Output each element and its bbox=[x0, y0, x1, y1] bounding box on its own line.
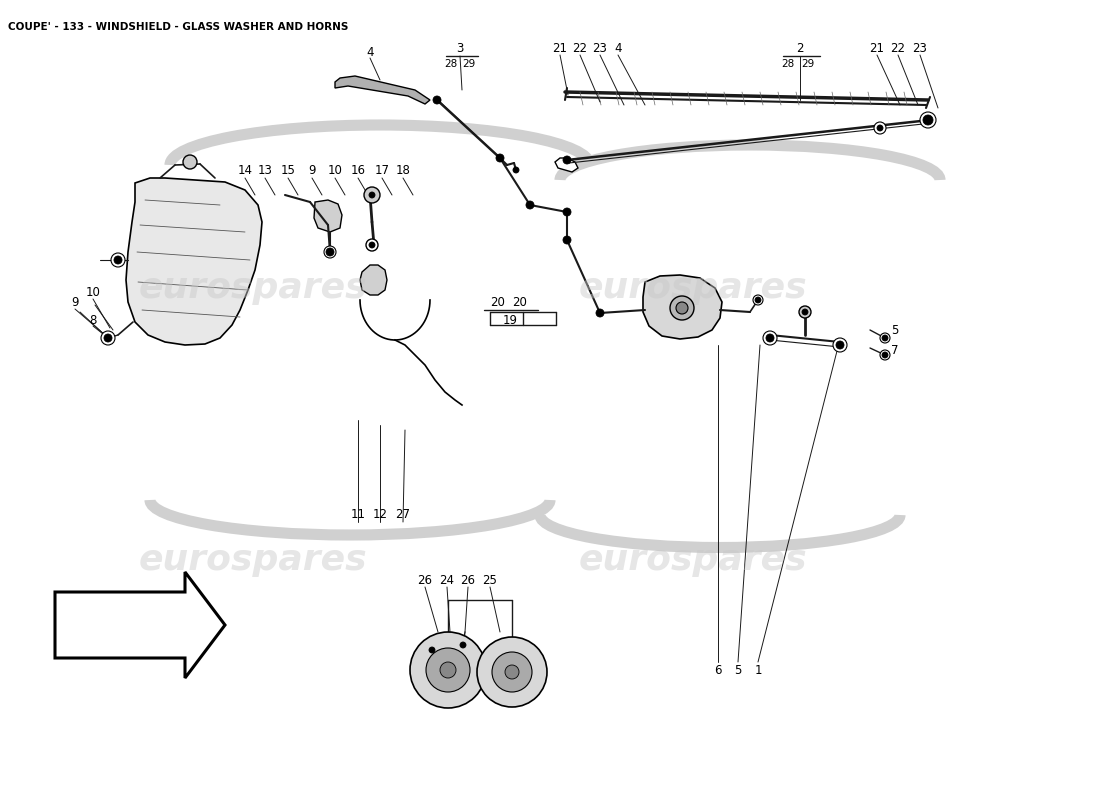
Circle shape bbox=[433, 96, 441, 104]
Text: 5: 5 bbox=[735, 663, 741, 677]
Circle shape bbox=[670, 296, 694, 320]
Circle shape bbox=[763, 331, 777, 345]
Circle shape bbox=[882, 352, 888, 358]
Text: 9: 9 bbox=[308, 163, 316, 177]
Circle shape bbox=[440, 662, 456, 678]
Text: 26: 26 bbox=[461, 574, 475, 586]
Polygon shape bbox=[644, 275, 722, 339]
Text: 4: 4 bbox=[614, 42, 622, 54]
Circle shape bbox=[526, 201, 534, 209]
Circle shape bbox=[324, 246, 336, 258]
Text: 28: 28 bbox=[781, 59, 794, 69]
Circle shape bbox=[366, 239, 378, 251]
Text: 15: 15 bbox=[280, 163, 296, 177]
Circle shape bbox=[101, 331, 116, 345]
Text: 22: 22 bbox=[891, 42, 905, 54]
Text: 29: 29 bbox=[462, 59, 475, 69]
Text: 23: 23 bbox=[913, 42, 927, 54]
Polygon shape bbox=[55, 572, 225, 678]
Circle shape bbox=[874, 122, 886, 134]
Circle shape bbox=[426, 648, 470, 692]
Text: 28: 28 bbox=[444, 59, 458, 69]
Text: 1: 1 bbox=[755, 663, 761, 677]
Circle shape bbox=[563, 156, 571, 164]
Circle shape bbox=[880, 350, 890, 360]
Circle shape bbox=[368, 242, 375, 248]
Circle shape bbox=[364, 187, 380, 203]
Text: 19: 19 bbox=[503, 314, 517, 326]
Text: 25: 25 bbox=[483, 574, 497, 586]
Circle shape bbox=[802, 309, 808, 315]
Text: 20: 20 bbox=[513, 295, 527, 309]
Circle shape bbox=[114, 256, 122, 264]
Circle shape bbox=[429, 647, 434, 653]
Text: 8: 8 bbox=[89, 314, 97, 326]
Text: 6: 6 bbox=[714, 663, 722, 677]
Circle shape bbox=[111, 253, 125, 267]
Circle shape bbox=[477, 637, 547, 707]
Text: COUPE' - 133 - WINDSHIELD - GLASS WASHER AND HORNS: COUPE' - 133 - WINDSHIELD - GLASS WASHER… bbox=[8, 22, 349, 32]
Circle shape bbox=[923, 115, 933, 125]
Text: 21: 21 bbox=[552, 42, 568, 54]
Polygon shape bbox=[126, 178, 262, 345]
Circle shape bbox=[882, 335, 888, 341]
Text: 18: 18 bbox=[396, 163, 410, 177]
Circle shape bbox=[368, 192, 375, 198]
Circle shape bbox=[492, 652, 532, 692]
Polygon shape bbox=[360, 265, 387, 295]
Text: 23: 23 bbox=[593, 42, 607, 54]
Text: 4: 4 bbox=[366, 46, 374, 58]
Circle shape bbox=[563, 208, 571, 216]
Text: 27: 27 bbox=[396, 509, 410, 522]
Text: 10: 10 bbox=[86, 286, 100, 298]
Circle shape bbox=[833, 338, 847, 352]
Text: eurospares: eurospares bbox=[139, 271, 367, 305]
Circle shape bbox=[877, 125, 883, 131]
Text: 11: 11 bbox=[351, 509, 365, 522]
Circle shape bbox=[676, 302, 688, 314]
Circle shape bbox=[460, 642, 466, 648]
Polygon shape bbox=[556, 158, 578, 172]
Text: 17: 17 bbox=[374, 163, 389, 177]
Circle shape bbox=[836, 341, 844, 349]
Polygon shape bbox=[314, 200, 342, 232]
Text: 22: 22 bbox=[572, 42, 587, 54]
Text: eurospares: eurospares bbox=[579, 543, 807, 577]
Text: 5: 5 bbox=[891, 323, 899, 337]
Text: 14: 14 bbox=[238, 163, 253, 177]
Text: 16: 16 bbox=[351, 163, 365, 177]
Circle shape bbox=[596, 309, 604, 317]
Circle shape bbox=[799, 306, 811, 318]
Circle shape bbox=[104, 334, 112, 342]
Circle shape bbox=[754, 295, 763, 305]
Text: 13: 13 bbox=[257, 163, 273, 177]
Text: 24: 24 bbox=[440, 574, 454, 586]
Circle shape bbox=[505, 665, 519, 679]
Text: 2: 2 bbox=[796, 42, 804, 54]
Circle shape bbox=[496, 154, 504, 162]
Text: eurospares: eurospares bbox=[139, 543, 367, 577]
Circle shape bbox=[513, 167, 519, 173]
Polygon shape bbox=[336, 76, 430, 104]
Circle shape bbox=[183, 155, 197, 169]
Text: 29: 29 bbox=[802, 59, 815, 69]
Text: 10: 10 bbox=[328, 163, 342, 177]
Text: 26: 26 bbox=[418, 574, 432, 586]
Text: 20: 20 bbox=[491, 295, 505, 309]
Text: 9: 9 bbox=[72, 295, 79, 309]
Circle shape bbox=[880, 333, 890, 343]
Text: 21: 21 bbox=[869, 42, 884, 54]
Circle shape bbox=[326, 248, 334, 256]
Circle shape bbox=[410, 632, 486, 708]
Text: 3: 3 bbox=[456, 42, 464, 54]
Text: 12: 12 bbox=[373, 509, 387, 522]
Text: eurospares: eurospares bbox=[579, 271, 807, 305]
Text: 7: 7 bbox=[891, 343, 899, 357]
Circle shape bbox=[563, 236, 571, 244]
Circle shape bbox=[766, 334, 774, 342]
Circle shape bbox=[920, 112, 936, 128]
Circle shape bbox=[755, 297, 761, 303]
